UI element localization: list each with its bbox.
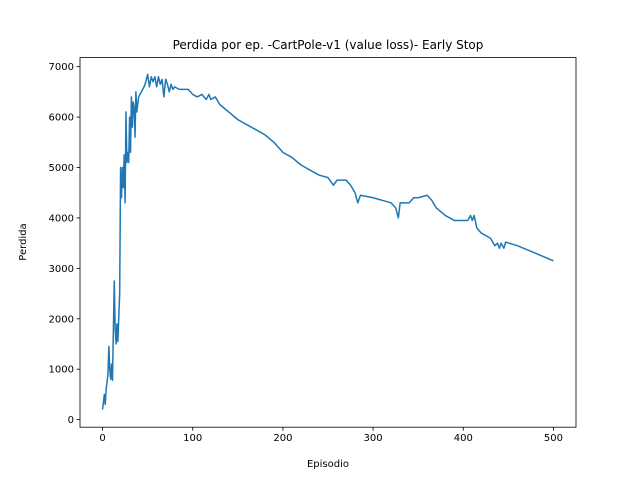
x-tick-label: 200 [273,433,292,444]
chart-title: Perdida por ep. -CartPole-v1 (value loss… [173,38,484,52]
x-tick-label: 100 [183,433,202,444]
x-axis-label: Episodio [307,459,349,470]
y-tick-label: 3000 [49,264,74,275]
y-axis-label: Perdida [18,223,29,260]
y-tick-label: 5000 [49,163,74,174]
y-tick-label: 1000 [49,365,74,376]
x-tick-label: 0 [99,433,105,444]
plot-frame [79,57,577,428]
x-tick-label: 300 [364,433,383,444]
y-tick-label: 2000 [49,314,74,325]
y-tick-label: 6000 [49,113,74,124]
x-tick-label: 400 [454,433,473,444]
y-tick-label: 0 [68,415,74,426]
x-tick-label: 500 [544,433,563,444]
y-tick-label: 4000 [49,213,74,224]
data-line [101,73,554,410]
y-tick-label: 7000 [49,62,74,73]
